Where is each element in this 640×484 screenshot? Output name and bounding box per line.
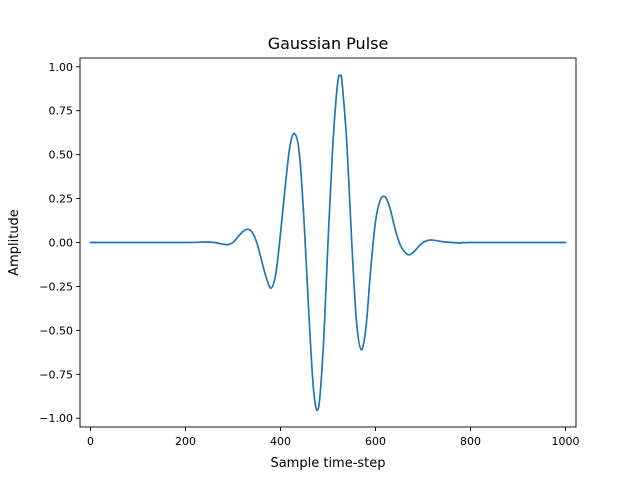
y-tick-label: −0.25	[39, 280, 73, 293]
x-axis-ticks: 0 200 400 600 800 1000	[87, 427, 580, 448]
x-tick-label: 1000	[552, 435, 580, 448]
y-tick-label: −1.00	[39, 412, 73, 425]
y-tick-label: 0.00	[49, 237, 74, 250]
y-tick-label: 0.25	[49, 193, 74, 206]
y-tick-label: 1.00	[49, 61, 74, 74]
y-tick-label: −0.75	[39, 368, 73, 381]
y-tick-label: −0.50	[39, 324, 73, 337]
chart-title: Gaussian Pulse	[268, 34, 389, 53]
x-tick-label: 200	[175, 435, 196, 448]
x-tick-label: 0	[87, 435, 94, 448]
series-line	[89, 74, 567, 412]
x-tick-label: 800	[460, 435, 481, 448]
y-tick-label: 0.75	[49, 105, 74, 118]
y-tick-label: 0.50	[49, 149, 74, 162]
y-axis-ticks: −1.00 −0.75 −0.50 −0.25 0.00 0.25 0.50 0.75 1.00	[39, 61, 80, 425]
y-axis-label: Amplitude	[7, 209, 22, 276]
x-tick-label: 600	[365, 435, 386, 448]
plot-area-frame	[79, 57, 577, 428]
x-tick-label: 400	[270, 435, 291, 448]
x-axis-label: Sample time-step	[270, 456, 385, 471]
